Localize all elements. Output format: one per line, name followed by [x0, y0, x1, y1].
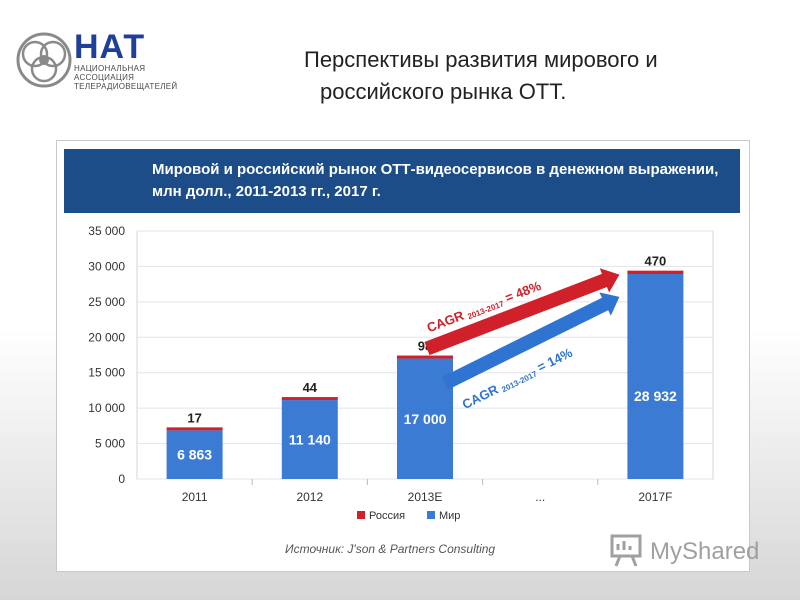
- legend-swatch-russia: [357, 511, 365, 519]
- data-label-world: 11 140: [289, 432, 331, 448]
- cagr-world-arrow: [441, 292, 620, 390]
- y-tick-label: 20 000: [88, 330, 125, 344]
- x-tick-label: 2011: [182, 490, 208, 504]
- slide-title: Перспективы развития мирового и российск…: [304, 44, 774, 108]
- x-tick-label: 2012: [296, 490, 323, 504]
- legend-label-russia: Россия: [369, 510, 405, 522]
- x-tick-label: ...: [535, 490, 545, 504]
- bar-russia: [627, 270, 684, 274]
- x-tick-label: 2013E: [408, 490, 443, 504]
- bar-world: [166, 430, 223, 479]
- data-label-russia: 17: [187, 410, 201, 425]
- cagr-russia-arrow: [424, 268, 620, 356]
- y-tick-label: 30 000: [88, 259, 125, 273]
- slide-title-line-1: Перспективы развития мирового и: [304, 47, 658, 72]
- logo-name: НАТ: [74, 28, 146, 66]
- chart-panel: Мировой и российский рынок ОТТ-видеосерв…: [56, 140, 750, 572]
- slide-title-line-2: российского рынка ОТТ.: [320, 79, 567, 104]
- legend-label-world: Мир: [439, 510, 460, 522]
- y-tick-label: 5 000: [95, 437, 125, 451]
- bar-russia: [166, 427, 223, 431]
- chart-header: Мировой и российский рынок ОТТ-видеосерв…: [64, 149, 740, 213]
- watermark: MyShared: [606, 530, 766, 570]
- logo-subtitle-line-1: НАЦИОНАЛЬНАЯ: [74, 64, 146, 73]
- y-tick-label: 10 000: [88, 401, 125, 415]
- bar-world: [627, 273, 684, 479]
- data-label-world: 17 000: [404, 411, 447, 427]
- nat-logo: НАТ НАЦИОНАЛЬНАЯ АССОЦИАЦИЯ ТЕЛЕРАДИОВЕЩ…: [16, 28, 188, 91]
- data-label-russia: 44: [303, 380, 318, 395]
- rings-emblem-icon: [16, 32, 72, 88]
- chart-canvas: 0 5 000 10 000 15 000 20 000 25 000 30 000 35 0…: [88, 224, 714, 522]
- y-tick-label: 0: [118, 472, 125, 486]
- y-tick-label: 35 000: [88, 224, 125, 238]
- chart-source: Источник: J'son & Partners Consulting: [285, 542, 496, 556]
- data-label-world: 6 863: [177, 447, 212, 463]
- legend-swatch-world: [427, 511, 435, 519]
- x-tick-label: 2017F: [638, 490, 672, 504]
- chart-title: Мировой и российский рынок ОТТ-видеосерв…: [152, 161, 719, 200]
- bar-russia: [397, 355, 453, 359]
- logo-subtitle-line-2: АССОЦИАЦИЯ: [74, 73, 135, 82]
- presentation-board-icon: [610, 534, 642, 567]
- logo-subtitle-line-3: ТЕЛЕРАДИОВЕЩАТЕЛЕЙ: [74, 82, 178, 91]
- data-label-russia: 470: [645, 254, 667, 269]
- bar-russia: [281, 397, 338, 401]
- bar-world: [281, 400, 338, 479]
- y-tick-label: 15 000: [88, 366, 125, 380]
- data-label-world: 28 932: [634, 388, 677, 404]
- watermark-text: MyShared: [650, 538, 760, 565]
- y-tick-label: 25 000: [88, 295, 125, 309]
